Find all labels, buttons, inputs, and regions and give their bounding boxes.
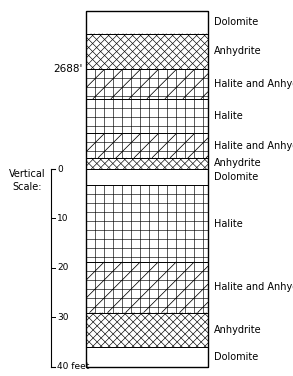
Bar [86,69,208,99]
Text: Halite: Halite [214,111,243,121]
Bar [86,312,208,347]
Text: Dolomite: Dolomite [214,17,258,27]
Text: Anhydrite: Anhydrite [214,159,262,168]
Text: Vertical
Scale:: Vertical Scale: [9,169,45,192]
Text: 2688': 2688' [53,64,82,74]
Bar [86,133,208,158]
Bar [86,262,208,312]
Bar [86,158,208,169]
Text: Dolomite: Dolomite [214,172,258,182]
Bar [86,11,208,367]
Bar [86,34,208,69]
Text: Halite and Anhydrite: Halite and Anhydrite [214,141,293,151]
Text: 30: 30 [57,313,69,322]
Bar [86,347,208,367]
Bar [86,169,208,185]
Text: 10: 10 [57,214,69,223]
Text: Dolomite: Dolomite [214,352,258,362]
Bar [86,99,208,133]
Text: Halite: Halite [214,218,243,229]
Bar [86,185,208,262]
Text: Halite and Anhydrite: Halite and Anhydrite [214,282,293,292]
Bar [86,11,208,34]
Text: 20: 20 [57,263,69,272]
Text: 0: 0 [57,165,63,174]
Text: Halite and Anhydrite: Halite and Anhydrite [214,79,293,89]
Text: Anhydrite: Anhydrite [214,325,262,335]
Text: 40 feet: 40 feet [57,362,90,371]
Text: Anhydrite: Anhydrite [214,47,262,56]
